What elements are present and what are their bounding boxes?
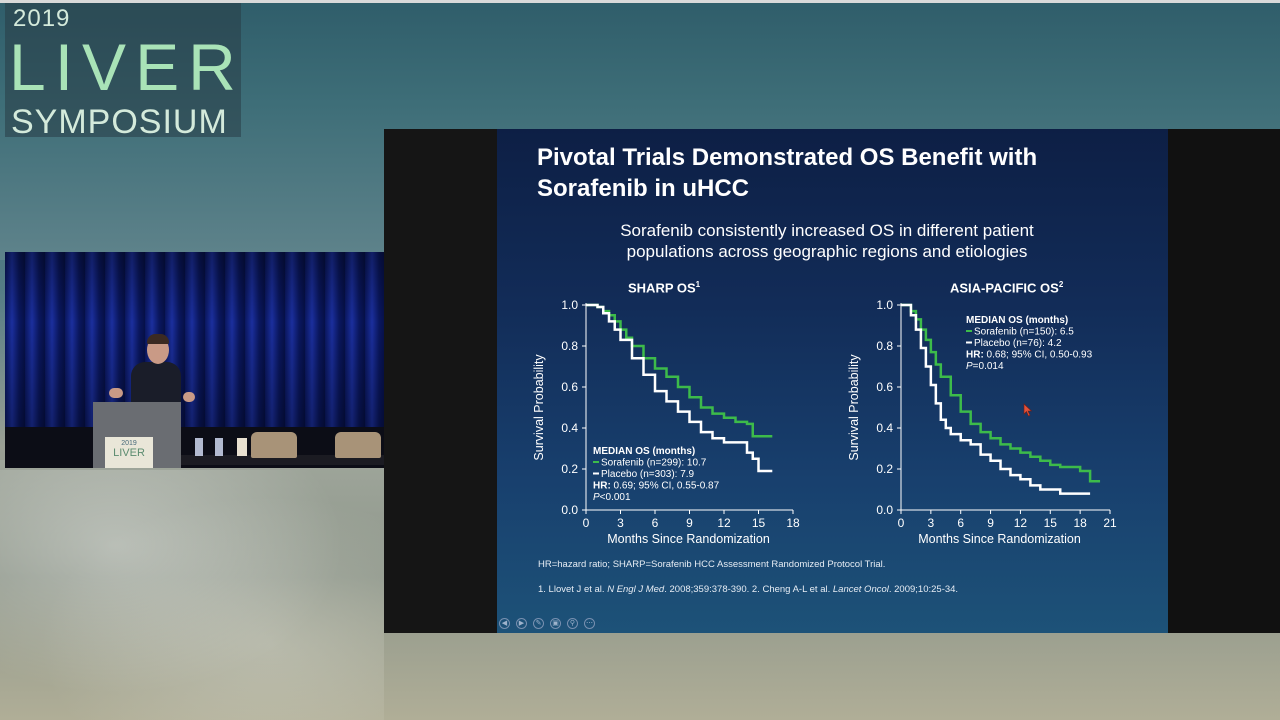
y-tick-label: 1.0 — [876, 298, 893, 312]
logo-symposium: SYMPOSIUM — [11, 103, 228, 141]
slide-letterbox — [1168, 129, 1280, 633]
x-tick-label: 9 — [987, 516, 994, 530]
logo-liver: LIVER — [9, 30, 245, 104]
x-tick-label: 15 — [752, 516, 766, 530]
y-tick-label: 0.8 — [561, 339, 578, 353]
slide-title-line: Pivotal Trials Demonstrated OS Benefit w… — [537, 144, 1038, 171]
y-tick-label: 0.2 — [876, 462, 893, 476]
chart-title-sharp: SHARP OS1 — [628, 280, 700, 295]
x-tick-label: 6 — [957, 516, 964, 530]
placebo-series-line — [901, 303, 1091, 495]
y-tick-label: 0.0 — [561, 503, 578, 517]
x-axis-label: Months Since Randomization — [918, 532, 1081, 546]
y-tick-label: 0.6 — [876, 380, 893, 394]
podium-sign-year: 2019 — [121, 440, 137, 447]
coffee-cup — [237, 438, 247, 456]
p-value: P=0.014 — [966, 361, 1004, 372]
legend-entry: Placebo (n=303): 7.9 — [601, 469, 695, 480]
chart-title-text: SHARP OS — [628, 280, 696, 296]
x-tick-label: 18 — [786, 516, 800, 530]
background-foam — [0, 470, 384, 720]
km-chart-sharp: 0.0 0.2 0.4 0.6 0.8 1.0 0 3 6 9 12 15 18 Months Since… — [532, 298, 800, 546]
footnote-abbreviations: HR=hazard ratio; SHARP=Sorafenib HCC Ass… — [538, 559, 886, 570]
pen-icon[interactable]: ✎ — [533, 618, 544, 629]
hazard-ratio: HR: 0.69; 95% CI, 0.55-0.87 — [593, 481, 720, 492]
y-tick-label: 0.8 — [876, 339, 893, 353]
chair — [335, 432, 381, 458]
water-glass — [215, 438, 223, 456]
mouse-cursor-icon — [1023, 403, 1033, 417]
x-tick-label: 0 — [583, 516, 590, 530]
sorafenib-series-line — [901, 303, 1101, 483]
chart-title-asia: ASIA-PACIFIC OS2 — [950, 280, 1063, 295]
slide-subtitle: Sorafenib consistently increased OS in d… — [577, 220, 1077, 262]
slide-subtitle-line: populations across geographic regions an… — [626, 242, 1028, 261]
x-tick-label: 21 — [1103, 516, 1117, 530]
y-tick-label: 0.2 — [561, 462, 578, 476]
prev-icon[interactable]: ◀ — [499, 618, 510, 629]
footnote-references: 1. Llovet J et al. N Engl J Med. 2008;35… — [538, 584, 958, 595]
chair — [251, 432, 297, 458]
y-tick-label: 1.0 — [561, 298, 578, 312]
ref-journal: Lancet Oncol — [832, 584, 889, 595]
slide-title-line: Sorafenib in uHCC — [537, 175, 750, 202]
x-tick-label: 6 — [652, 516, 659, 530]
x-tick-label: 12 — [1014, 516, 1028, 530]
x-tick-label: 15 — [1044, 516, 1058, 530]
speaker-hair — [147, 334, 169, 344]
slides-icon[interactable]: ▣ — [550, 618, 561, 629]
x-tick-label: 12 — [717, 516, 731, 530]
hazard-ratio: HR: 0.68; 95% CI, 0.50-0.93 — [966, 350, 1093, 361]
median-os-header: MEDIAN OS (months) — [593, 446, 695, 457]
ref-text: . 2009;10:25-34. — [888, 584, 959, 595]
legend-entry: Sorafenib (n=150): 6.5 — [974, 327, 1074, 338]
km-chart-asia-pacific: 0.0 0.2 0.4 0.6 0.8 1.0 0 3 6 9 12 15 18 21 Months Sin… — [847, 298, 1117, 546]
next-icon[interactable]: ▶ — [516, 618, 527, 629]
speaker-hand — [183, 392, 195, 402]
legend-entry: Placebo (n=76): 4.2 — [974, 338, 1062, 349]
legend-entry: Sorafenib (n=299): 10.7 — [601, 458, 707, 469]
y-tick-label: 0.4 — [876, 421, 893, 435]
speaker-video: 2019 LIVER — [5, 252, 384, 468]
slide-title: Pivotal Trials Demonstrated OS Benefit w… — [537, 142, 1137, 204]
zoom-icon[interactable]: ⚲ — [567, 618, 578, 629]
podium-sign: 2019 LIVER — [105, 437, 153, 468]
x-tick-label: 3 — [617, 516, 624, 530]
y-axis-label: Survival Probability — [532, 354, 546, 461]
symposium-logo: 2019 LIVER SYMPOSIUM — [5, 3, 241, 141]
placebo-series-line — [586, 303, 773, 473]
ref-text: . 2008;359:378-390. 2. Cheng A-L et al. — [664, 584, 833, 595]
x-tick-label: 0 — [898, 516, 905, 530]
chart-title-ref: 2 — [1058, 280, 1064, 289]
presentation-slide: Pivotal Trials Demonstrated OS Benefit w… — [497, 129, 1168, 633]
y-tick-label: 0.4 — [561, 421, 578, 435]
water-glass — [195, 438, 203, 456]
more-icon[interactable]: ⋯ — [584, 618, 595, 629]
y-tick-label: 0.6 — [561, 380, 578, 394]
logo-year: 2019 — [13, 5, 71, 32]
x-tick-label: 3 — [928, 516, 935, 530]
x-tick-label: 9 — [686, 516, 693, 530]
top-border — [0, 0, 1280, 3]
y-tick-label: 0.0 — [876, 503, 893, 517]
podium-sign-word: LIVER — [113, 447, 145, 459]
x-axis-label: Months Since Randomization — [607, 532, 770, 546]
median-os-header: MEDIAN OS (months) — [966, 315, 1068, 326]
ref-text: 1. Llovet J et al. — [538, 584, 608, 595]
chart-title-text: ASIA-PACIFIC OS — [950, 280, 1059, 296]
chart-title-ref: 1 — [695, 280, 701, 289]
x-tick-label: 18 — [1073, 516, 1087, 530]
slide-controls: ◀ ▶ ✎ ▣ ⚲ ⋯ — [499, 618, 601, 630]
p-value: P<0.001 — [593, 492, 631, 503]
panel-table — [175, 455, 384, 465]
ref-journal: N Engl J Med — [607, 584, 665, 595]
y-axis-label: Survival Probability — [847, 354, 861, 461]
slide-subtitle-line: Sorafenib consistently increased OS in d… — [620, 221, 1034, 240]
speaker-hand — [109, 388, 123, 398]
